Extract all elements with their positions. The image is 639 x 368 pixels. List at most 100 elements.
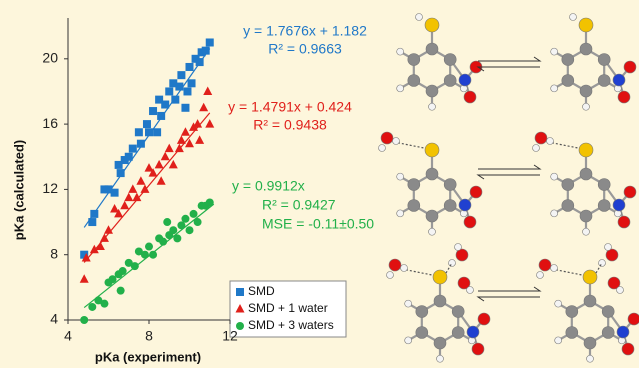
point <box>161 101 169 109</box>
annotation: R² = 0.9663 <box>268 41 342 57</box>
legend-marker <box>236 322 244 330</box>
x-axis-label: pKa (experiment) <box>95 349 201 364</box>
point <box>165 144 174 153</box>
annotation: y = 1.4791x + 0.424 <box>228 99 352 115</box>
annotation: MSE = -0.11±0.50 <box>262 216 374 232</box>
point <box>186 63 194 71</box>
annotation: R² = 0.9427 <box>262 197 336 213</box>
atom <box>551 85 558 92</box>
annotation: y = 1.7676x + 1.182 <box>243 23 367 39</box>
atom <box>470 186 482 198</box>
atom <box>393 138 400 145</box>
atom <box>551 265 558 272</box>
atom <box>401 265 408 272</box>
atom <box>539 259 551 271</box>
atom <box>455 244 462 251</box>
atom <box>570 14 577 21</box>
point <box>206 198 214 206</box>
point <box>100 300 108 308</box>
atom <box>408 75 420 87</box>
atom <box>425 18 439 32</box>
point <box>143 120 151 128</box>
atom <box>622 343 634 355</box>
atom <box>580 85 592 97</box>
atom <box>444 54 456 66</box>
atom <box>598 200 610 212</box>
legend-label: SMD + 3 waters <box>248 318 334 332</box>
atom <box>389 259 401 271</box>
legend-label: SMD + 1 water <box>248 301 328 315</box>
atom <box>533 145 540 152</box>
atom <box>416 14 423 21</box>
point <box>117 169 125 177</box>
atom <box>535 132 547 144</box>
atom <box>537 272 544 279</box>
atom <box>584 295 596 307</box>
legend-marker <box>236 288 244 296</box>
atom <box>408 54 420 66</box>
atom <box>444 179 456 191</box>
atom <box>408 200 420 212</box>
annotation: y = 0.9912x <box>232 178 305 194</box>
annotation: R² = 0.9438 <box>253 117 327 133</box>
atom <box>429 103 436 110</box>
point <box>111 189 119 197</box>
point <box>206 38 214 46</box>
atom <box>598 179 610 191</box>
point <box>196 58 204 66</box>
y-axis-label: pKa (calculated) <box>11 140 26 240</box>
atom <box>605 244 612 251</box>
point <box>159 238 167 246</box>
atom <box>426 210 438 222</box>
point <box>195 135 204 144</box>
atom <box>566 306 578 318</box>
point <box>125 153 133 161</box>
point <box>119 267 127 275</box>
point <box>186 226 194 234</box>
atom <box>580 168 592 180</box>
point <box>124 193 133 202</box>
atom <box>437 355 444 362</box>
point <box>169 226 177 234</box>
point <box>194 218 202 226</box>
point <box>190 210 198 218</box>
atom <box>618 91 630 103</box>
atom <box>579 143 593 157</box>
x-tick-label: 12 <box>222 328 238 344</box>
atom <box>551 48 558 55</box>
point <box>135 128 143 136</box>
atom <box>426 85 438 97</box>
atom <box>456 249 468 261</box>
equilibrium-arrow <box>478 287 540 291</box>
atom <box>555 300 562 307</box>
atom <box>405 337 412 344</box>
atom <box>587 355 594 362</box>
point <box>157 176 166 185</box>
atom <box>566 327 578 339</box>
atom <box>624 61 636 73</box>
atom <box>464 216 476 228</box>
atom <box>397 173 404 180</box>
atom <box>459 199 471 211</box>
point <box>171 96 179 104</box>
atom <box>579 18 593 32</box>
atom <box>397 210 404 217</box>
point <box>137 140 145 148</box>
atom <box>464 91 476 103</box>
point <box>161 152 170 161</box>
point <box>165 87 173 95</box>
atom <box>416 327 428 339</box>
point <box>175 83 183 91</box>
atom <box>397 85 404 92</box>
atom <box>613 74 625 86</box>
point <box>181 215 189 223</box>
point <box>203 86 212 95</box>
atom <box>405 300 412 307</box>
trendline <box>84 49 210 228</box>
atom <box>628 313 639 325</box>
point <box>163 218 171 226</box>
point <box>131 262 139 270</box>
point <box>173 234 181 242</box>
point <box>157 112 165 120</box>
point <box>155 160 164 169</box>
